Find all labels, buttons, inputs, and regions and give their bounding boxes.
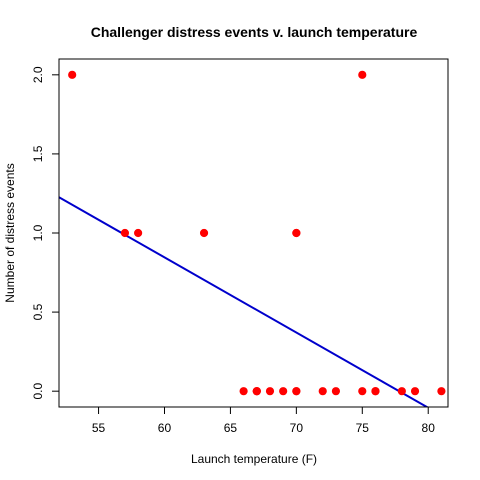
y-tick-label: 0.5 [31,303,45,320]
data-point [437,387,446,396]
data-point [292,228,301,238]
data-point [292,387,301,396]
x-tick-label: 75 [356,421,370,435]
y-tick-label: 2.0 [31,66,45,83]
y-axis: 0.0 0.5 1.0 1.5 2.0 [31,66,60,400]
x-tick-label: 70 [290,421,304,435]
x-tick-label: 65 [224,421,238,435]
data-point [410,387,420,396]
data-point [265,387,275,396]
data-point [239,387,248,396]
data-point [252,387,261,396]
chart-title: Challenger distress events v. launch tem… [91,24,418,40]
x-tick-label: 80 [422,421,436,435]
plot-area [59,70,446,407]
data-point [318,387,327,396]
plot-frame [58,58,449,408]
data-point [199,228,209,238]
data-point [68,70,77,79]
data-point [358,70,367,79]
y-axis-label: Number of distress events [3,163,17,302]
y-tick-label: 1.5 [31,145,45,162]
data-point [397,387,406,396]
data-point [331,387,341,396]
x-tick-label: 55 [92,421,106,435]
data-point [279,387,288,396]
regression-line [59,196,429,407]
data-point [371,387,380,396]
x-tick-label: 60 [158,421,172,435]
data-point [358,387,367,396]
x-axis-label: Launch temperature (F) [191,452,317,466]
y-tick-label: 1.0 [31,224,45,241]
x-axis: 55 60 65 70 75 80 [92,406,436,435]
data-point [134,228,143,238]
data-point [120,228,130,238]
y-tick-label: 0.0 [31,383,45,400]
